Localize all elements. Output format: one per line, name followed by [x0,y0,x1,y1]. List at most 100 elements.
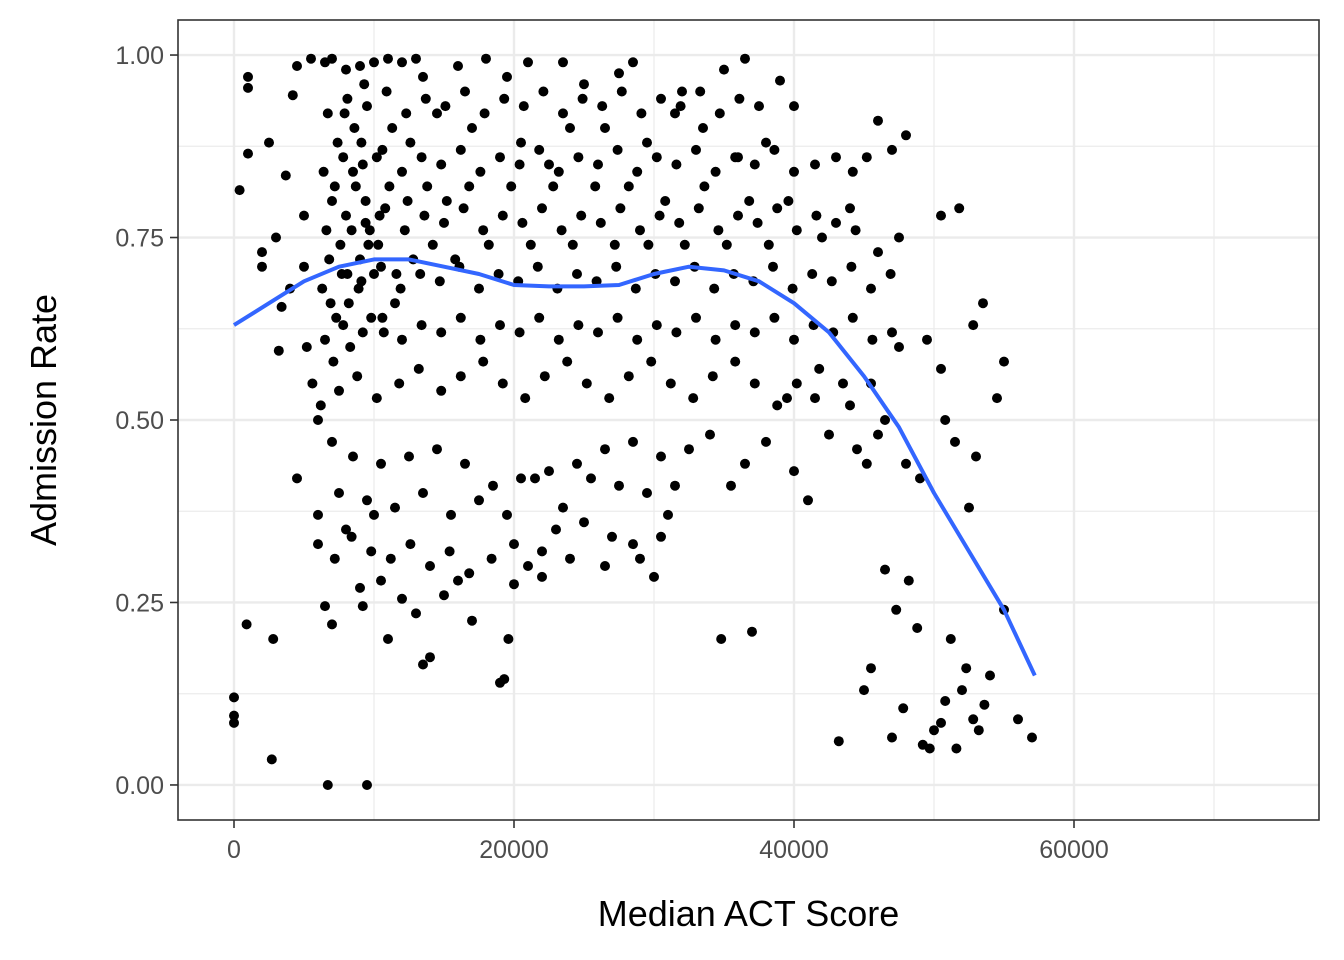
data-point [695,86,706,97]
data-point [558,57,568,68]
data-point [397,593,407,604]
data-point [378,327,389,338]
data-point [394,378,405,389]
data-point [951,743,962,754]
data-point [422,181,433,192]
data-point [329,181,340,192]
data-point [446,509,456,520]
data-point [395,283,406,294]
y-tick-label: 0.00 [115,772,164,800]
data-point [616,86,627,97]
data-point [455,144,466,155]
data-point [730,152,741,163]
data-point [940,415,951,425]
data-point [845,203,855,214]
data-point [439,217,449,228]
data-point [579,517,589,528]
data-point [940,696,951,706]
data-point [670,276,680,287]
data-point [670,108,680,119]
x-tick-label: 20000 [479,836,549,864]
data-point [558,502,568,513]
data-point [366,546,377,557]
data-point [371,152,382,163]
data-point [324,254,335,265]
smooth-trend-line [232,257,1037,677]
data-point [475,166,486,177]
data-point [327,196,337,206]
data-point [791,378,802,389]
data-point [719,64,729,75]
data-point [833,736,844,747]
y-tick-label: 0.50 [115,407,164,435]
data-point [243,71,253,82]
data-point [342,269,353,279]
data-point [894,342,904,352]
data-point [567,239,578,250]
data-points [229,53,1037,790]
data-point [362,780,372,790]
data-point [811,210,822,221]
data-point [373,239,384,250]
data-point [968,714,979,725]
data-point [385,553,396,564]
data-point [885,269,896,279]
data-point [357,601,368,612]
data-point [826,276,837,287]
data-point [651,320,662,331]
data-point [614,68,624,79]
data-point [537,571,547,582]
data-point [656,93,666,104]
data-point [612,312,623,323]
data-point [348,451,358,462]
data-point [814,363,825,374]
data-point [999,356,1009,367]
data-point [1027,732,1037,743]
data-point [299,261,309,272]
data-point [614,480,624,491]
data-point [397,334,407,345]
data-point [576,210,587,221]
data-point [782,393,792,404]
data-point [377,144,388,155]
data-point [604,393,615,404]
data-point [486,553,497,564]
data-point [609,239,620,250]
data-point [597,101,608,112]
data-point [371,393,382,404]
data-point [824,429,834,440]
data-point [381,86,392,97]
data-point [733,210,743,221]
data-point [915,473,925,484]
data-point [665,378,676,389]
data-point [419,210,430,221]
data-point [632,166,643,177]
data-point [377,312,388,323]
data-point [369,509,379,520]
data-point [623,371,634,382]
data-point [441,196,452,206]
data-point [313,415,323,425]
data-point [887,144,897,155]
data-point [264,137,274,148]
data-point [243,82,253,93]
data-point [364,225,375,236]
data-point [754,101,764,112]
data-point [509,579,519,590]
data-point [503,634,514,644]
data-point [573,320,584,331]
data-point [684,444,694,455]
data-point [391,269,402,279]
data-point [663,509,673,520]
data-point [357,327,368,338]
data-point [730,320,741,331]
data-point [404,451,414,462]
data-point [327,436,337,447]
data-point [356,137,367,148]
data-point [691,312,701,323]
y-axis-title: Admission Rate [23,294,64,546]
data-point [401,108,412,119]
y-tick-label: 1.00 [115,42,164,70]
data-point [257,261,267,272]
data-point [497,210,508,221]
